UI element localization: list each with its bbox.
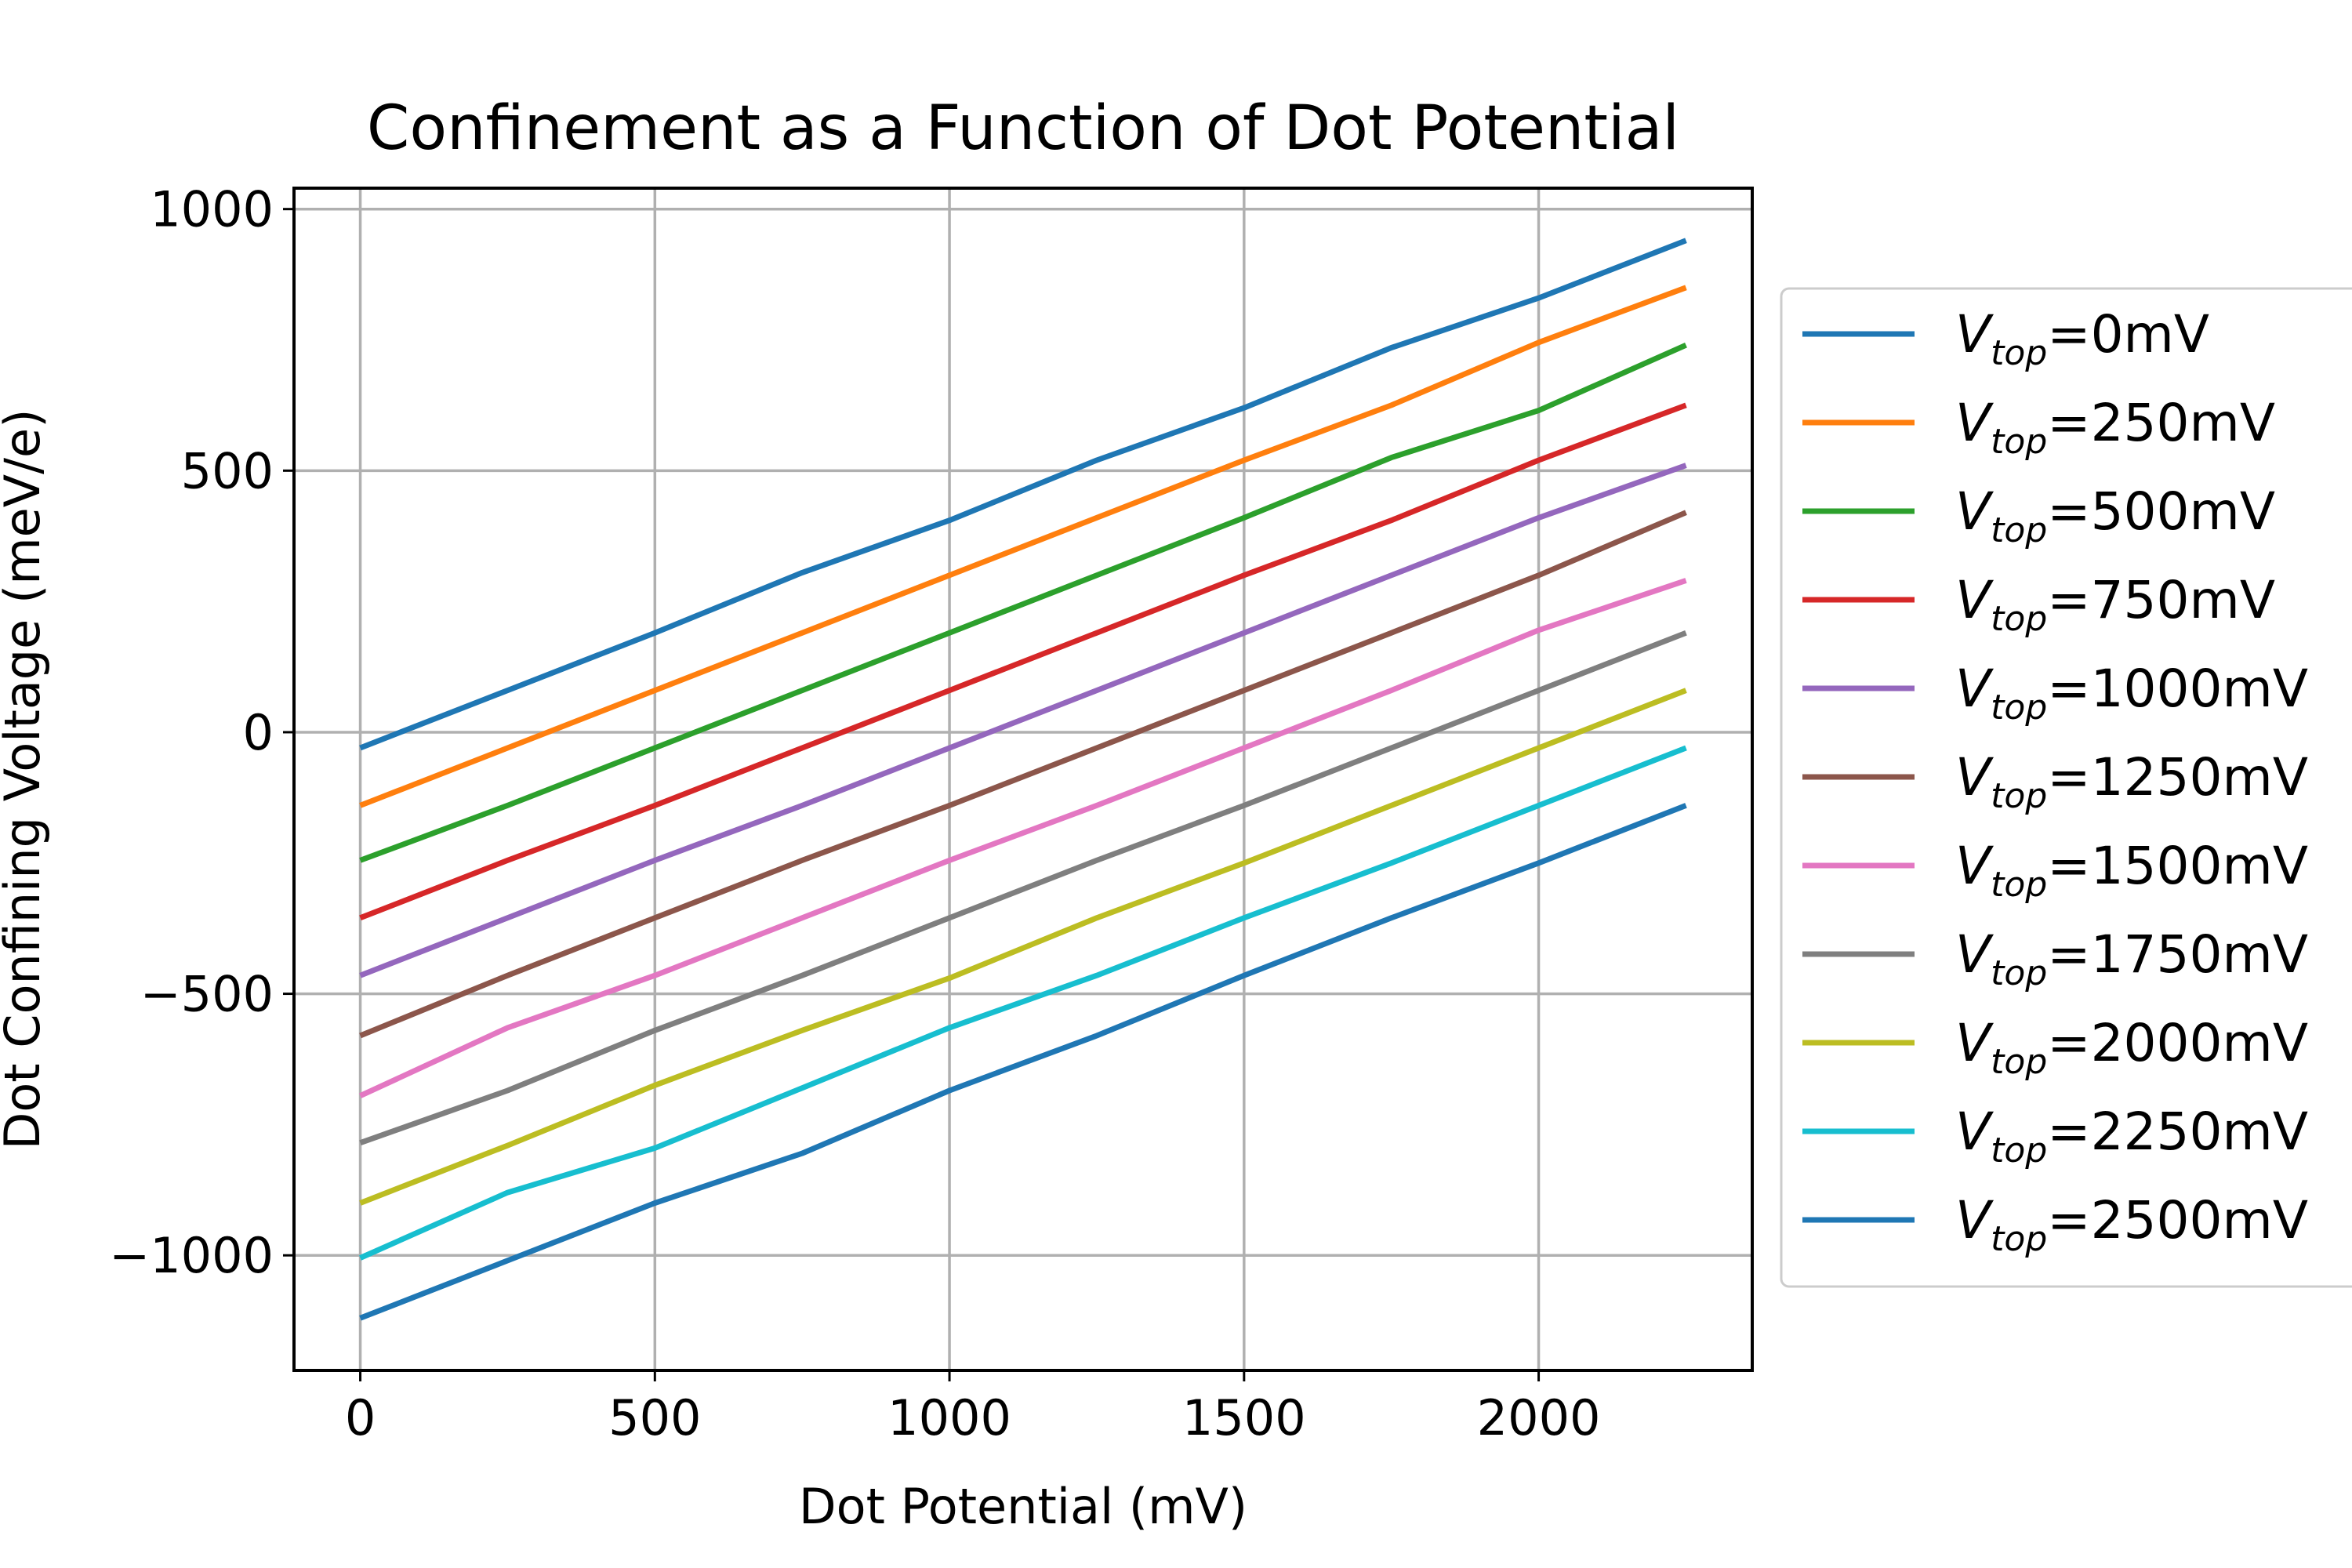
grid <box>294 188 1752 1370</box>
series-line-6 <box>359 578 1687 1098</box>
y-tick-label: 0 <box>243 704 274 761</box>
legend-entry: Vtop=250mV <box>1802 393 2275 462</box>
plot-frame <box>292 187 1754 1372</box>
legend-entry: Vtop=1000mV <box>1802 659 2308 728</box>
series-line-10 <box>359 803 1687 1321</box>
series-line-7 <box>359 630 1687 1145</box>
legend: Vtop=0mV Vtop=250mV Vtop=500mV Vtop=750mV Vt… <box>1780 287 2352 1288</box>
legend-label: Vtop=2500mV <box>1955 1190 2308 1259</box>
x-axis-label: Dot Potential (mV) <box>799 1478 1247 1535</box>
legend-entry: Vtop=1250mV <box>1802 747 2308 816</box>
legend-label: Vtop=0mV <box>1955 304 2209 373</box>
legend-label: Vtop=2000mV <box>1955 1013 2308 1082</box>
legend-label: Vtop=750mV <box>1955 570 2275 639</box>
legend-label: Vtop=1750mV <box>1955 924 2308 993</box>
series-line-8 <box>359 688 1687 1206</box>
legend-label: Vtop=2250mV <box>1955 1102 2308 1171</box>
x-tick-label: 500 <box>608 1389 701 1446</box>
legend-entry: Vtop=2000mV <box>1802 1013 2308 1082</box>
chart-title: Confinement as a Function of Dot Potenti… <box>367 93 1679 164</box>
legend-entry: Vtop=2250mV <box>1802 1102 2308 1171</box>
legend-entry: Vtop=500mV <box>1802 481 2275 550</box>
series-line-9 <box>359 745 1687 1261</box>
series-line-5 <box>359 510 1687 1039</box>
y-axis-label: Dot Confining Voltage (meV/e) <box>0 409 51 1150</box>
y-tick-label: −500 <box>140 966 274 1023</box>
x-tick-label: 2000 <box>1477 1389 1601 1446</box>
legend-label: Vtop=250mV <box>1955 393 2275 462</box>
legend-entry: Vtop=2500mV <box>1802 1190 2308 1259</box>
series-line-4 <box>359 463 1687 978</box>
x-tick-label: 1500 <box>1182 1389 1306 1446</box>
series-line-0 <box>359 238 1687 751</box>
legend-label: Vtop=1250mV <box>1955 747 2308 816</box>
series-group <box>359 238 1687 1321</box>
legend-label: Vtop=1000mV <box>1955 659 2308 728</box>
legend-entry: Vtop=0mV <box>1802 304 2209 373</box>
series-line-3 <box>359 402 1687 921</box>
legend-entry: Vtop=1750mV <box>1802 924 2308 993</box>
legend-entry: Vtop=750mV <box>1802 570 2275 639</box>
y-tick-label: −1000 <box>109 1227 274 1284</box>
legend-label: Vtop=500mV <box>1955 481 2275 550</box>
legend-entry: Vtop=1500mV <box>1802 836 2308 905</box>
series-line-2 <box>359 343 1687 863</box>
y-tick-label: 500 <box>181 442 274 499</box>
x-tick-label: 1000 <box>887 1389 1011 1446</box>
y-tick-label: 1000 <box>150 181 274 238</box>
x-tick-label: 0 <box>345 1389 376 1446</box>
series-line-1 <box>359 285 1687 808</box>
legend-label: Vtop=1500mV <box>1955 836 2308 905</box>
axis-ticks: 0 500 1000 1500 2000 −1000 −500 0 500 1000 <box>109 181 1600 1446</box>
legend-box <box>1780 287 2352 1288</box>
